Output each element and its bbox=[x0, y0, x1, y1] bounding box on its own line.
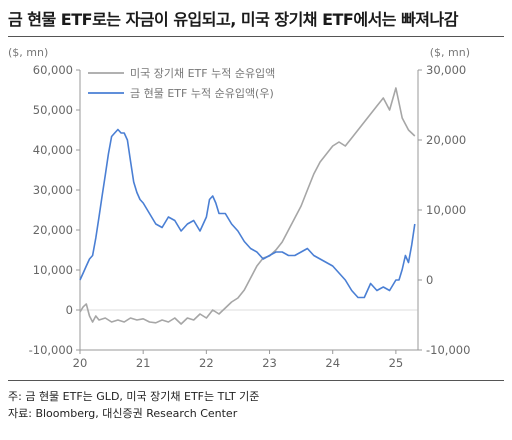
series-line-treasury-etf bbox=[79, 87, 416, 325]
right-tick-label: -10,000 bbox=[426, 343, 470, 357]
bottom-rule bbox=[8, 380, 504, 381]
source-line: 자료: Bloomberg, 대신증권 Research Center bbox=[8, 407, 238, 420]
legend-label: 금 현물 ETF 누적 순유입액(우) bbox=[130, 87, 274, 100]
series-line-gold-etf bbox=[79, 128, 416, 299]
right-axis-unit: ($, mn) bbox=[429, 46, 470, 59]
top-rule bbox=[8, 36, 504, 37]
right-tick-label: 10,000 bbox=[426, 203, 466, 217]
series-layer bbox=[79, 87, 416, 325]
left-tick-label: 60,000 bbox=[33, 63, 73, 77]
x-tick-label: 24 bbox=[325, 356, 340, 370]
left-tick-label: 10,000 bbox=[33, 263, 73, 277]
chart-title: 금 현물 ETF로는 자금이 유입되고, 미국 장기채 ETF에서는 빠져나감 bbox=[8, 10, 458, 29]
x-tick-label: 25 bbox=[389, 356, 404, 370]
line-chart: 60,000 50,000 40,000 30,000 20,000 10,000 0 -10… bbox=[29, 63, 471, 370]
x-tick-label: 22 bbox=[199, 356, 214, 370]
footnotes: 주: 금 현물 ETF는 GLD, 미국 장기채 ETF는 TLT 기준 자료:… bbox=[8, 388, 259, 422]
x-tick-label: 20 bbox=[73, 356, 88, 370]
left-tick-label: -10,000 bbox=[29, 343, 73, 357]
left-tick-label: 30,000 bbox=[33, 183, 73, 197]
left-tick-label: 50,000 bbox=[33, 103, 73, 117]
x-tick-label: 23 bbox=[262, 356, 277, 370]
left-tick-label: 40,000 bbox=[33, 143, 73, 157]
left-tick-label: 20,000 bbox=[33, 223, 73, 237]
legend-label: 미국 장기채 ETF 누적 순유입액 bbox=[130, 67, 275, 80]
left-axis-unit: ($, mn) bbox=[8, 46, 49, 59]
right-tick-label: 20,000 bbox=[426, 133, 466, 147]
right-tick-label: 0 bbox=[426, 273, 433, 287]
left-tick-label: 0 bbox=[66, 303, 73, 317]
right-tick-label: 30,000 bbox=[426, 63, 466, 77]
axes: 60,000 50,000 40,000 30,000 20,000 10,000 0 -10… bbox=[29, 63, 471, 370]
x-tick-label: 21 bbox=[136, 356, 151, 370]
note-line: 주: 금 현물 ETF는 GLD, 미국 장기채 ETF는 TLT 기준 bbox=[8, 390, 260, 403]
